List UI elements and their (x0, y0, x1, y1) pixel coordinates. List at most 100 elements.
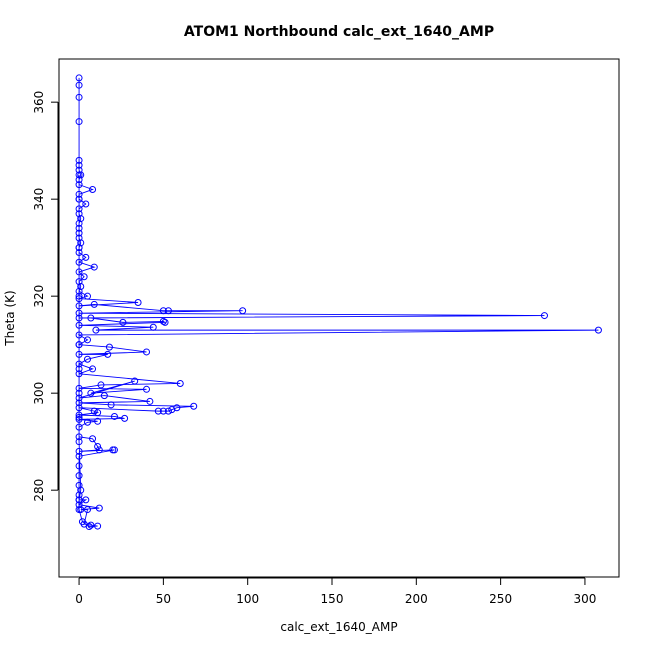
data-point (75, 302, 83, 310)
data-point (97, 381, 105, 389)
data-point (89, 185, 97, 193)
data-point (75, 295, 83, 303)
data-point (75, 496, 83, 504)
data-point (83, 418, 91, 426)
y-tick-label: 340 (32, 188, 46, 211)
y-tick-label: 280 (32, 479, 46, 502)
data-point (75, 171, 83, 179)
y-tick-label: 360 (32, 91, 46, 114)
data-point (134, 298, 142, 306)
data-point (75, 176, 83, 184)
data-point (75, 438, 83, 446)
data-point (159, 307, 167, 315)
data-point (75, 501, 83, 509)
data-point (83, 336, 91, 344)
data-point (77, 239, 85, 247)
data-point (143, 385, 151, 393)
data-point (75, 278, 83, 286)
x-tick-label: 300 (573, 592, 596, 606)
data-point (75, 309, 83, 317)
data-point (87, 521, 95, 529)
data-point (105, 343, 113, 351)
data-point (75, 93, 83, 101)
data-point (75, 118, 83, 126)
data-point (77, 486, 85, 494)
data-point (75, 447, 83, 455)
data-point (131, 377, 139, 385)
data-point (159, 407, 167, 415)
data-point (90, 300, 98, 308)
data-point (75, 413, 83, 421)
data-point (94, 417, 102, 425)
data-point (75, 321, 83, 329)
x-tick-label: 50 (156, 592, 171, 606)
data-point (75, 433, 83, 441)
x-tick-label: 100 (236, 592, 259, 606)
data-point (75, 195, 83, 203)
data-point (95, 504, 103, 512)
y-tick-label: 320 (32, 285, 46, 308)
data-point (75, 219, 83, 227)
data-point (149, 323, 157, 331)
data-point (75, 190, 83, 198)
data-point (164, 407, 172, 415)
data-point (75, 249, 83, 257)
chart-title: ATOM1 Northbound calc_ext_1640_AMP (184, 24, 494, 40)
data-point (80, 273, 88, 281)
data-point (154, 407, 162, 415)
data-point (78, 518, 86, 526)
data-point (75, 360, 83, 368)
data-point (75, 491, 83, 499)
data-point (75, 181, 83, 189)
data-point (540, 312, 548, 320)
data-point (110, 446, 118, 454)
data-point (75, 350, 83, 358)
data-point (75, 341, 83, 349)
data-point (77, 282, 85, 290)
data-point (75, 411, 83, 419)
data-point (94, 522, 102, 530)
data-point (164, 307, 172, 315)
data-point (75, 389, 83, 397)
data-point (82, 496, 90, 504)
data-point (190, 402, 198, 410)
data-point (100, 392, 108, 400)
data-point (75, 224, 83, 232)
data-point (168, 406, 176, 414)
data-point (83, 506, 91, 514)
x-tick-label: 150 (321, 592, 344, 606)
data-point (146, 397, 154, 405)
data-point (75, 384, 83, 392)
data-point (90, 407, 98, 415)
data-point (75, 462, 83, 470)
data-point (94, 409, 102, 417)
data-point (121, 414, 129, 422)
plot-box (58, 58, 620, 578)
data-point (176, 379, 184, 387)
x-axis-label: calc_ext_1640_AMP (280, 620, 397, 634)
data-point (75, 268, 83, 276)
data-point (143, 348, 151, 356)
data-point (82, 200, 90, 208)
data-point (75, 481, 83, 489)
data-point (75, 506, 83, 514)
data-point (75, 415, 83, 423)
data-point (75, 229, 83, 237)
data-point (239, 307, 247, 315)
data-point (92, 326, 100, 334)
y-axis-label: Theta (K) (3, 290, 17, 346)
x-tick-label: 200 (405, 592, 428, 606)
data-point (75, 370, 83, 378)
data-point (75, 287, 83, 295)
data-point (75, 234, 83, 242)
data-point (75, 452, 83, 460)
data-point (75, 314, 83, 322)
data-point (75, 244, 83, 252)
data-point (89, 435, 97, 443)
data-point (161, 318, 169, 326)
data-point (119, 318, 127, 326)
data-point (94, 443, 102, 451)
data-point (75, 258, 83, 266)
